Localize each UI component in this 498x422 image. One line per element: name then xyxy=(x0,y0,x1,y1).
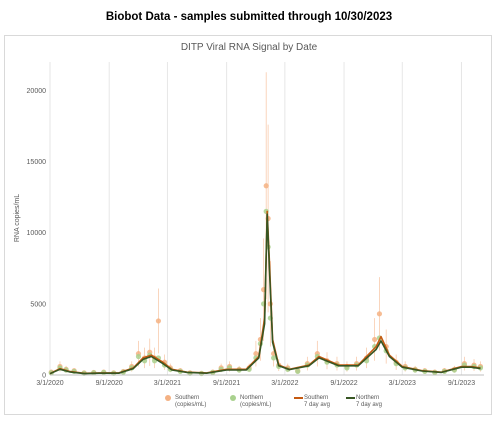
y-tick-label: 0 xyxy=(42,373,46,380)
legend-swatch xyxy=(346,397,355,399)
data-point xyxy=(253,351,259,357)
legend: Southern (copies/mL) Northern (copies/mL) … xyxy=(150,395,450,415)
x-tick-label: 9/1/2022 xyxy=(330,380,357,387)
data-point xyxy=(376,311,383,317)
page-title: Biobot Data - samples submitted through … xyxy=(105,11,393,23)
data-point xyxy=(263,183,269,189)
chart-frame xyxy=(4,35,492,415)
legend-label: Southern (copies/mL) xyxy=(175,395,207,408)
y-tick-label: 10000 xyxy=(27,230,47,237)
x-tick-label: 3/1/2020 xyxy=(36,380,63,387)
chart-title: DITP Viral RNA Signal by Date xyxy=(180,42,318,53)
grid-lines xyxy=(49,62,462,375)
data-point xyxy=(155,318,162,324)
legend-swatch xyxy=(230,395,236,401)
data-point xyxy=(372,336,378,343)
legend-swatch xyxy=(165,395,171,401)
x-tick-label: 9/1/2020 xyxy=(96,380,123,387)
axes: 3/1/2020 9/1/2020 3/1/2021 9/1/2021 3/1/2022… xyxy=(27,88,484,387)
x-tick-label: 3/1/2021 xyxy=(154,380,181,387)
data-point xyxy=(295,368,301,375)
legend-label: Northern (copies/mL) xyxy=(240,395,272,408)
y-tick-label: 15000 xyxy=(27,159,47,166)
legend-swatch xyxy=(294,397,303,399)
x-tick-label: 9/1/2021 xyxy=(213,380,240,387)
y-tick-label: 20000 xyxy=(27,88,47,95)
average-lines xyxy=(49,210,481,375)
data-point xyxy=(270,355,277,361)
y-axis-label: RNA copies/mL xyxy=(14,194,21,242)
y-tick-label: 5000 xyxy=(30,301,46,308)
data-point xyxy=(135,353,142,360)
x-tick-label: 3/1/2022 xyxy=(271,380,298,387)
x-tick-label: 9/1/2023 xyxy=(448,380,475,387)
legend-label: Southern 7 day avg xyxy=(304,395,331,408)
series-line-northern-avg xyxy=(49,213,481,375)
error-bars xyxy=(50,72,481,375)
x-tick-label: 3/1/2023 xyxy=(389,380,416,387)
legend-label: Northern 7 day avg xyxy=(356,395,383,408)
